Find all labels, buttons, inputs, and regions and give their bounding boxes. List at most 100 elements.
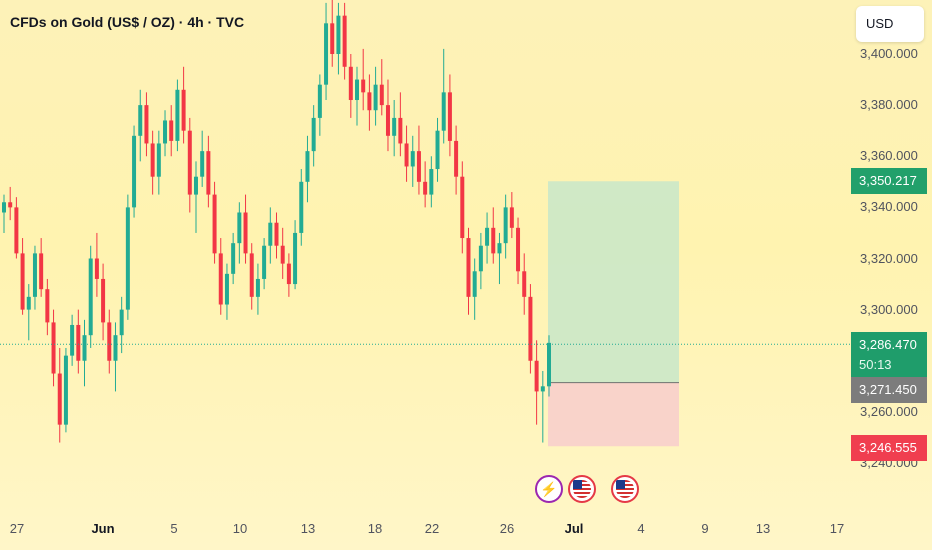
candle	[497, 232, 502, 285]
candle-body	[324, 23, 329, 85]
current-price-value: 3,286.470	[859, 337, 917, 352]
candle	[293, 220, 298, 290]
candle	[45, 278, 50, 336]
candles	[2, 0, 551, 443]
candle-body	[113, 335, 118, 361]
candle-body	[534, 360, 539, 392]
candle	[423, 161, 428, 208]
candle	[94, 232, 99, 297]
candle	[367, 74, 372, 131]
candle	[119, 296, 124, 354]
position-zones	[548, 181, 679, 447]
candle	[76, 309, 81, 374]
candle	[113, 322, 118, 392]
candle	[125, 194, 130, 320]
candle	[32, 245, 37, 310]
candle-body	[249, 253, 254, 297]
date-tick-label: 13	[300, 521, 316, 536]
candle	[175, 79, 180, 152]
candle	[522, 253, 527, 315]
candle	[485, 212, 490, 264]
candle-body	[429, 169, 434, 195]
candle	[534, 340, 539, 425]
candle	[231, 232, 236, 285]
candle	[88, 245, 93, 348]
candle-body	[416, 151, 421, 182]
candle-body	[379, 84, 384, 106]
date-tick-label: 18	[367, 521, 383, 536]
candle-body	[163, 120, 168, 144]
candle-body	[540, 386, 545, 392]
candle	[503, 194, 508, 259]
candle-body	[8, 202, 13, 208]
candle	[163, 110, 168, 157]
candle	[299, 169, 304, 246]
candle	[472, 258, 477, 320]
candle-body	[423, 181, 428, 195]
candle-body	[478, 245, 483, 272]
us-flag-icon[interactable]	[568, 475, 596, 503]
current-price-tag: 3,286.470 50:13	[851, 332, 927, 378]
candle-body	[293, 232, 298, 285]
candle	[509, 192, 514, 239]
candle-body	[212, 194, 217, 254]
candle	[57, 347, 62, 443]
candle-body	[330, 23, 335, 54]
stop-loss-tag: 3,246.555	[851, 435, 927, 461]
candle	[187, 117, 192, 213]
currency-button[interactable]: USD	[856, 6, 924, 42]
candle-body	[39, 253, 44, 290]
candle	[14, 197, 19, 259]
candle-body	[51, 322, 56, 374]
entry-price-tag: 3,271.450	[851, 377, 927, 403]
candle	[70, 314, 75, 366]
us-flag-icon[interactable]	[611, 475, 639, 503]
candle	[547, 335, 551, 397]
date-tick-label: 27	[9, 521, 25, 536]
price-tick-label: 3,300.000	[860, 301, 918, 317]
candle-body	[125, 207, 130, 310]
date-tick-label: 4	[637, 521, 645, 536]
candle	[144, 92, 149, 157]
candle	[447, 74, 452, 157]
date-tick-label: Jun	[91, 521, 115, 536]
candle-body	[398, 117, 403, 144]
candle-body	[88, 258, 93, 336]
candle	[249, 243, 254, 310]
candle	[212, 181, 217, 264]
chart-title: CFDs on Gold (US$ / OZ) · 4h · TVC	[10, 14, 245, 30]
candle-body	[262, 245, 267, 279]
candle	[342, 2, 347, 80]
candle-body	[361, 79, 366, 93]
date-tick-label: 9	[701, 521, 709, 536]
candle-body	[243, 212, 248, 254]
candle-body	[63, 355, 68, 425]
candle	[373, 66, 378, 126]
candle-body	[181, 89, 186, 131]
candle	[274, 212, 279, 259]
candle-body	[2, 202, 6, 213]
candle	[491, 207, 496, 264]
candle-body	[472, 271, 477, 297]
candle-body	[342, 15, 347, 67]
candle-body	[305, 151, 310, 182]
candle-body	[32, 253, 37, 297]
candle-body	[218, 253, 223, 305]
candle-body	[144, 105, 149, 144]
candle	[286, 253, 291, 297]
candle	[330, 0, 335, 67]
candle	[255, 263, 260, 315]
loss-zone	[548, 382, 679, 447]
candle-body	[138, 105, 143, 136]
candle-body	[237, 212, 242, 244]
candle-body	[410, 151, 415, 167]
candle-body	[82, 335, 87, 361]
lightning-icon[interactable]: ⚡	[535, 475, 563, 503]
candle	[410, 135, 415, 187]
candle-body	[274, 222, 279, 246]
candle	[243, 194, 248, 264]
candle	[200, 130, 205, 187]
candle-body	[447, 92, 452, 141]
price-tick-label: 3,340.000	[860, 199, 918, 215]
